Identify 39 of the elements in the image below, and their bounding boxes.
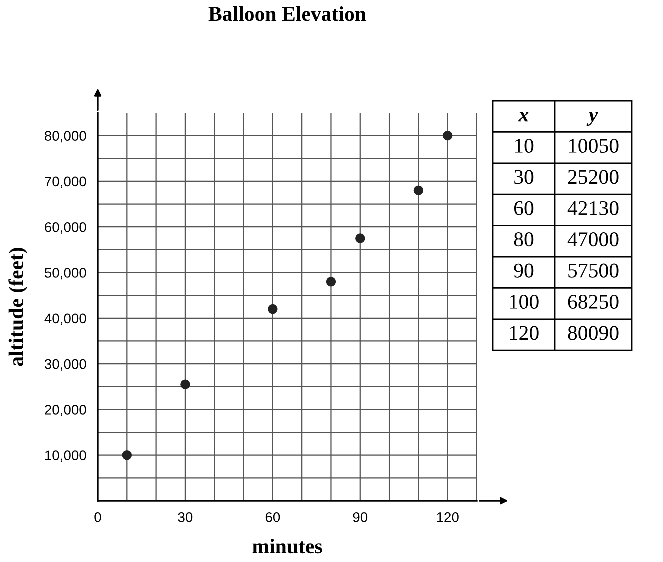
y-tick-label: 70,000	[45, 176, 86, 188]
text: x	[518, 112, 529, 122]
text: 90	[514, 264, 534, 278]
y-tick-label: 30,000	[44, 359, 86, 371]
text: 120	[510, 326, 539, 340]
y-axis-title: altitude (feet)	[8, 248, 28, 366]
text: 68250	[568, 294, 619, 310]
text: 30	[514, 170, 534, 184]
text: 57500	[568, 264, 619, 278]
text: 10050	[569, 138, 619, 154]
chart-title: Balloon Elevation	[208, 6, 366, 22]
text: 10	[515, 138, 534, 154]
text: 25200	[568, 170, 619, 184]
point	[180, 380, 190, 390]
y-tick-label: 50,000	[44, 268, 86, 280]
y-tick-label: 20,000	[45, 405, 86, 417]
point	[442, 130, 453, 141]
text: 60	[514, 201, 534, 216]
x-tick-label: 90	[353, 512, 368, 522]
text: y	[586, 112, 598, 126]
text: 47000	[568, 232, 619, 247]
text: 80	[514, 232, 534, 247]
y-tick-label: 10,000	[45, 450, 86, 462]
text: 42130	[568, 201, 619, 216]
point	[268, 304, 278, 314]
y-tick-label: 40,000	[44, 314, 86, 326]
x-tick-label: 0	[94, 512, 102, 522]
point	[326, 277, 336, 287]
x-tick-label: 60	[266, 512, 280, 522]
text: 80090	[568, 326, 619, 340]
y-tick-label: 60,000	[45, 222, 86, 234]
point	[414, 186, 424, 196]
point	[122, 450, 132, 460]
x-axis-title: minutes	[252, 538, 322, 554]
y-tick-label: 80,000	[45, 131, 86, 143]
x-tick-label: 120	[437, 512, 459, 522]
text: 100	[510, 294, 539, 310]
point	[356, 234, 366, 244]
x-tick-label: 30	[178, 512, 193, 522]
